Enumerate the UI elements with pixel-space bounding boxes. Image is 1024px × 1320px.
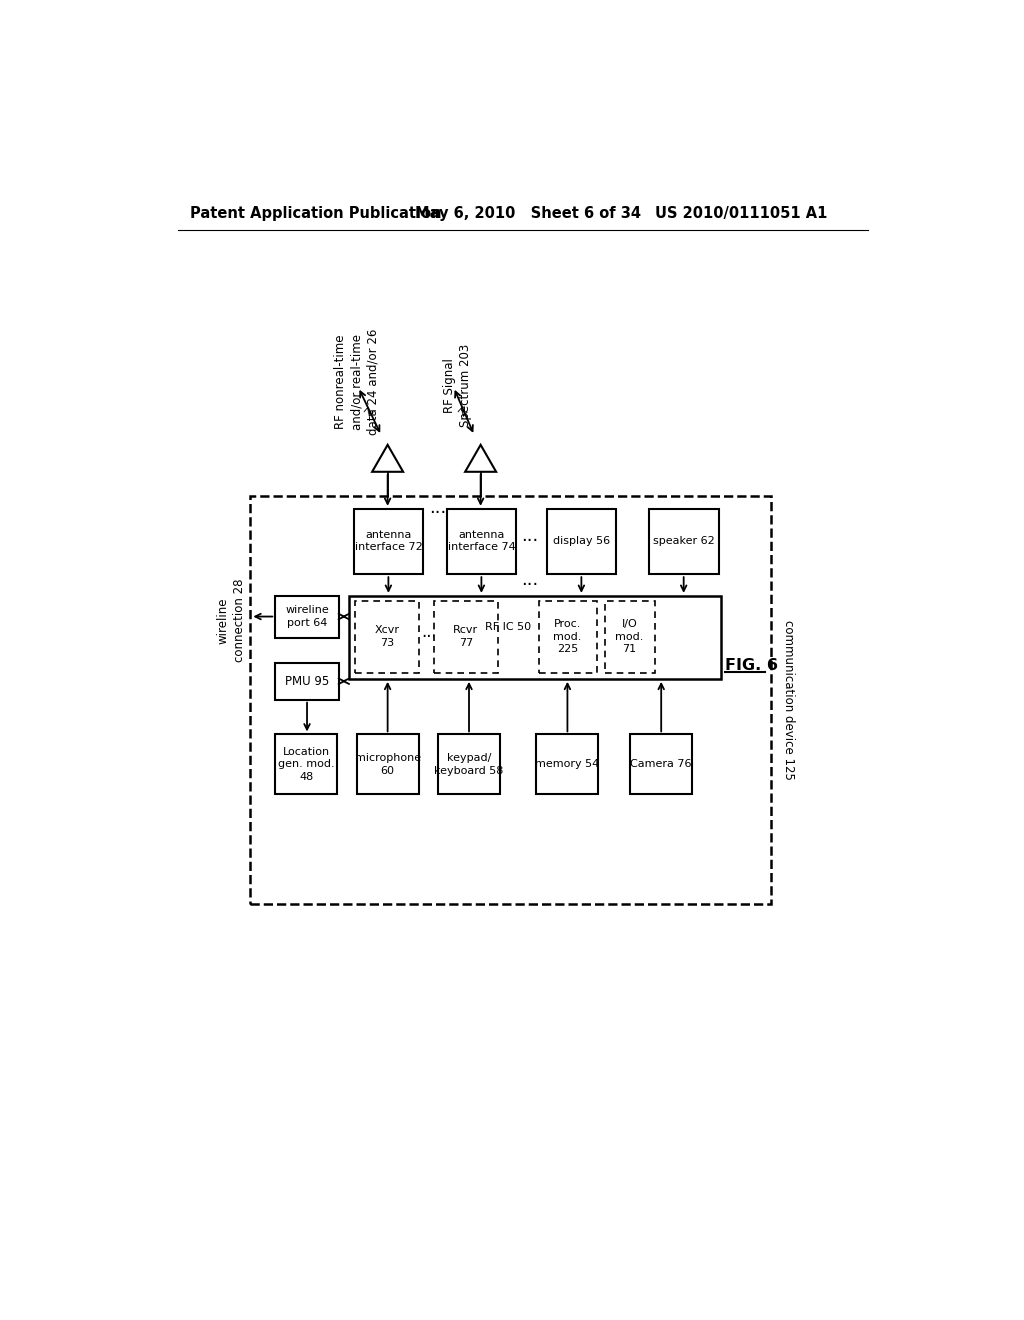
Text: memory 54: memory 54 <box>536 759 599 770</box>
Text: RF IC 50: RF IC 50 <box>484 622 530 632</box>
Bar <box>275 734 337 795</box>
Text: speaker 62: speaker 62 <box>653 536 715 546</box>
Text: Camera 76: Camera 76 <box>631 759 692 770</box>
Text: Location
gen. mod.
48: Location gen. mod. 48 <box>278 747 335 781</box>
Bar <box>355 601 419 673</box>
Bar <box>349 595 721 678</box>
Text: US 2010/0111051 A1: US 2010/0111051 A1 <box>655 206 827 222</box>
Text: ···: ··· <box>521 532 538 550</box>
Bar <box>537 734 598 795</box>
Text: keypad/
keyboard 58: keypad/ keyboard 58 <box>434 754 504 776</box>
Text: RF nonreal-time
and/or real-time
data 24 and/or 26: RF nonreal-time and/or real-time data 24… <box>334 329 379 434</box>
Text: microphone
60: microphone 60 <box>354 754 421 776</box>
Text: PMU 95: PMU 95 <box>285 675 329 688</box>
Bar <box>353 508 423 574</box>
Text: Xcvr
73: Xcvr 73 <box>375 626 399 648</box>
Text: Z: Z <box>458 407 470 418</box>
Bar <box>438 734 500 795</box>
Bar <box>434 601 498 673</box>
Bar <box>604 601 655 673</box>
Bar <box>275 663 339 700</box>
Bar <box>275 595 339 638</box>
Text: antenna
interface 72: antenna interface 72 <box>354 529 422 552</box>
Text: I/O
mod.
71: I/O mod. 71 <box>615 619 644 653</box>
Bar <box>547 508 616 574</box>
Text: Proc.
mod.
225: Proc. mod. 225 <box>553 619 582 653</box>
Text: wireline
port 64: wireline port 64 <box>285 606 329 628</box>
Text: FIG. 6: FIG. 6 <box>725 657 778 673</box>
Text: May 6, 2010   Sheet 6 of 34: May 6, 2010 Sheet 6 of 34 <box>415 206 641 222</box>
Text: wireline
connection 28: wireline connection 28 <box>216 578 246 663</box>
Text: ···: ··· <box>521 576 538 594</box>
Text: RF Signal
Spectrum 203: RF Signal Spectrum 203 <box>442 345 472 428</box>
Bar <box>539 601 597 673</box>
Bar <box>649 508 719 574</box>
Text: communication device 125: communication device 125 <box>781 620 795 780</box>
Text: display 56: display 56 <box>553 536 610 546</box>
Text: ···: ··· <box>422 627 437 645</box>
Bar <box>630 734 692 795</box>
Text: Z: Z <box>364 407 376 418</box>
Bar <box>356 734 419 795</box>
Text: ···: ··· <box>429 504 446 521</box>
Bar <box>251 496 771 904</box>
Text: Rcvr
77: Rcvr 77 <box>454 626 478 648</box>
Bar <box>446 508 516 574</box>
Text: antenna
interface 74: antenna interface 74 <box>447 529 515 552</box>
Text: Patent Application Publication: Patent Application Publication <box>190 206 441 222</box>
